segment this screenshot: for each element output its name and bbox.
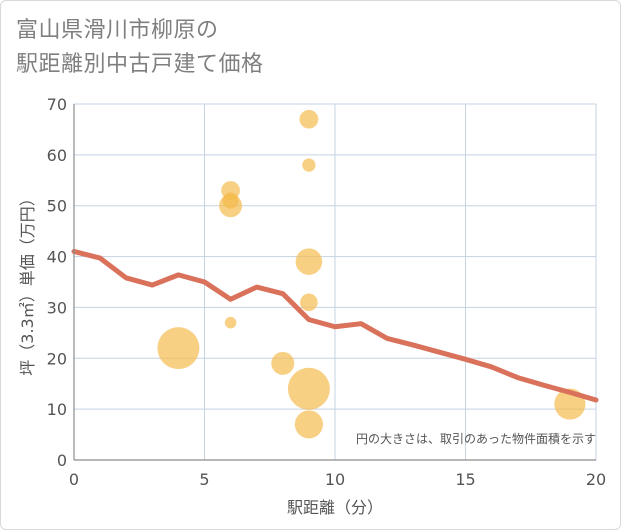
x-tick-label: 10	[325, 470, 345, 489]
y-tick-label: 40	[47, 248, 67, 267]
scatter-point	[287, 367, 330, 410]
y-tick-label: 20	[47, 349, 67, 368]
scatter-point	[300, 293, 318, 312]
trend-line	[71, 248, 599, 403]
y-tick-label: 30	[47, 298, 67, 317]
x-tick-label: 5	[199, 470, 209, 489]
axes	[73, 104, 596, 461]
scatter-point	[221, 181, 240, 200]
y-axis-label: 坪（3.3㎡）単価（万円）	[18, 190, 37, 375]
y-tick-label: 10	[47, 400, 67, 419]
y-tick-label: 60	[47, 146, 67, 165]
scatter-point	[271, 351, 295, 375]
bubble-size-note: 円の大きさは、取引のあった物件面積を示す	[356, 431, 596, 446]
y-tick-label: 0	[57, 451, 67, 470]
bubbles	[157, 109, 586, 439]
tick-labels: 0 5 10 15 20 0 10 20 30 40 50 60 70	[47, 95, 607, 489]
x-tick-label: 20	[586, 470, 606, 489]
chart-title-line2: 駅距離別中古戸建て価格	[16, 52, 264, 77]
scatter-point	[157, 327, 200, 370]
scatter-point	[302, 158, 316, 172]
x-axis-label: 駅距離（分）	[287, 498, 383, 517]
y-tick-label: 70	[47, 95, 67, 114]
chart-title-line1: 富山県滑川市柳原の	[16, 18, 219, 43]
chart-title: 富山県滑川市柳原の 駅距離別中古戸建て価格	[16, 14, 576, 82]
grid	[73, 103, 597, 461]
scatter-point	[295, 248, 323, 275]
trend-group	[71, 248, 599, 403]
scatter-point	[294, 410, 323, 439]
x-tick-label: 0	[69, 470, 79, 489]
scatter-point	[224, 316, 237, 329]
scatter-point	[299, 109, 319, 129]
x-tick-label: 15	[455, 470, 475, 489]
y-tick-label: 50	[47, 197, 67, 216]
